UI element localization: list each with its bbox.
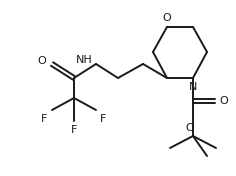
Text: O: O (219, 96, 228, 106)
Text: O: O (186, 123, 194, 133)
Text: F: F (71, 125, 77, 135)
Text: NH: NH (76, 55, 93, 65)
Text: F: F (100, 114, 106, 124)
Text: N: N (189, 82, 197, 92)
Text: O: O (37, 56, 46, 66)
Text: F: F (41, 114, 47, 124)
Text: O: O (163, 13, 171, 23)
